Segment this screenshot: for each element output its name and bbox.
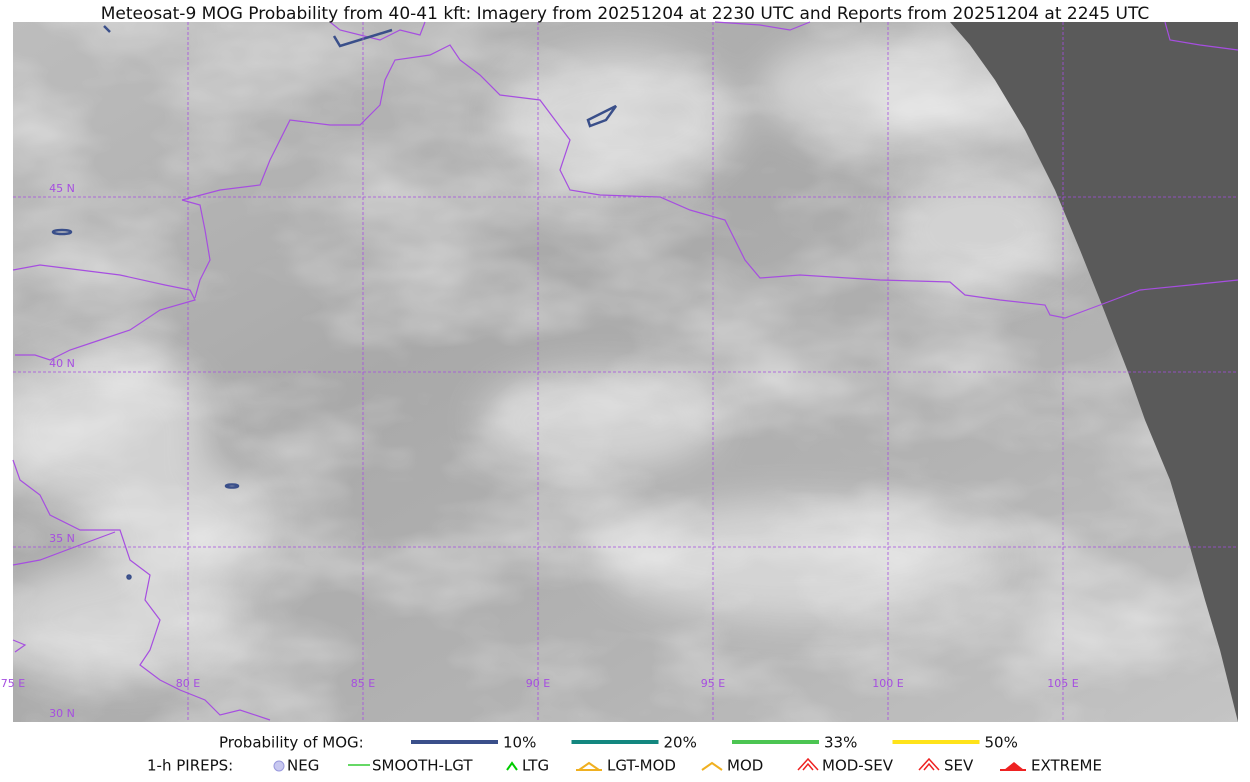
legend-label: EXTREME — [1031, 757, 1102, 775]
legend-label: MOD — [727, 757, 763, 775]
legend-label: SMOOTH-LGT — [372, 757, 473, 775]
pirep-icon — [701, 761, 723, 771]
legend-label: 20% — [664, 734, 697, 752]
lon-label: 75 E — [1, 677, 25, 690]
lat-label: 35 N — [49, 532, 75, 545]
legend-label: MOD-SEV — [822, 757, 894, 775]
lat-label: 30 N — [49, 707, 75, 720]
pirep-icon — [576, 761, 602, 771]
lon-label: 90 E — [526, 677, 550, 690]
pirep-icon — [1000, 762, 1026, 771]
pirep-icon — [918, 757, 940, 771]
lon-label: 80 E — [176, 677, 200, 690]
borders — [12, 21, 1239, 721]
legend-label: NEG — [287, 757, 319, 775]
lon-label: 85 E — [351, 677, 375, 690]
title: Meteosat-9 MOG Probability from 40-41 kf… — [101, 4, 1150, 24]
lon-label: 105 E — [1047, 677, 1078, 690]
legend-label: LGT-MOD — [607, 757, 676, 775]
legend-label: SEV — [944, 757, 974, 775]
legend-label: LTG — [522, 757, 549, 775]
legend-label: 33% — [824, 734, 857, 752]
pirep-icon — [797, 757, 819, 771]
lat-label: 45 N — [49, 182, 75, 195]
lat-label: 40 N — [49, 357, 75, 370]
legend-title: 1-h PIREPS: — [147, 757, 233, 775]
legend-label: 50% — [985, 734, 1018, 752]
pirep-icon — [273, 760, 285, 772]
satellite-imagery — [13, 22, 1238, 722]
lon-label: 100 E — [872, 677, 903, 690]
legend-title: Probability of MOG: — [219, 734, 364, 752]
mog-contours — [51, 25, 618, 580]
lon-label: 95 E — [701, 677, 725, 690]
legend-label: 10% — [503, 734, 536, 752]
graticule — [13, 22, 1238, 722]
pirep-icon — [506, 761, 518, 771]
